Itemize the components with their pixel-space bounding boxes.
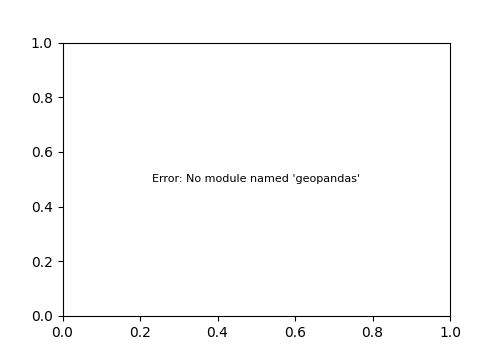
Text: Error: No module named 'geopandas': Error: No module named 'geopandas'	[152, 174, 360, 184]
